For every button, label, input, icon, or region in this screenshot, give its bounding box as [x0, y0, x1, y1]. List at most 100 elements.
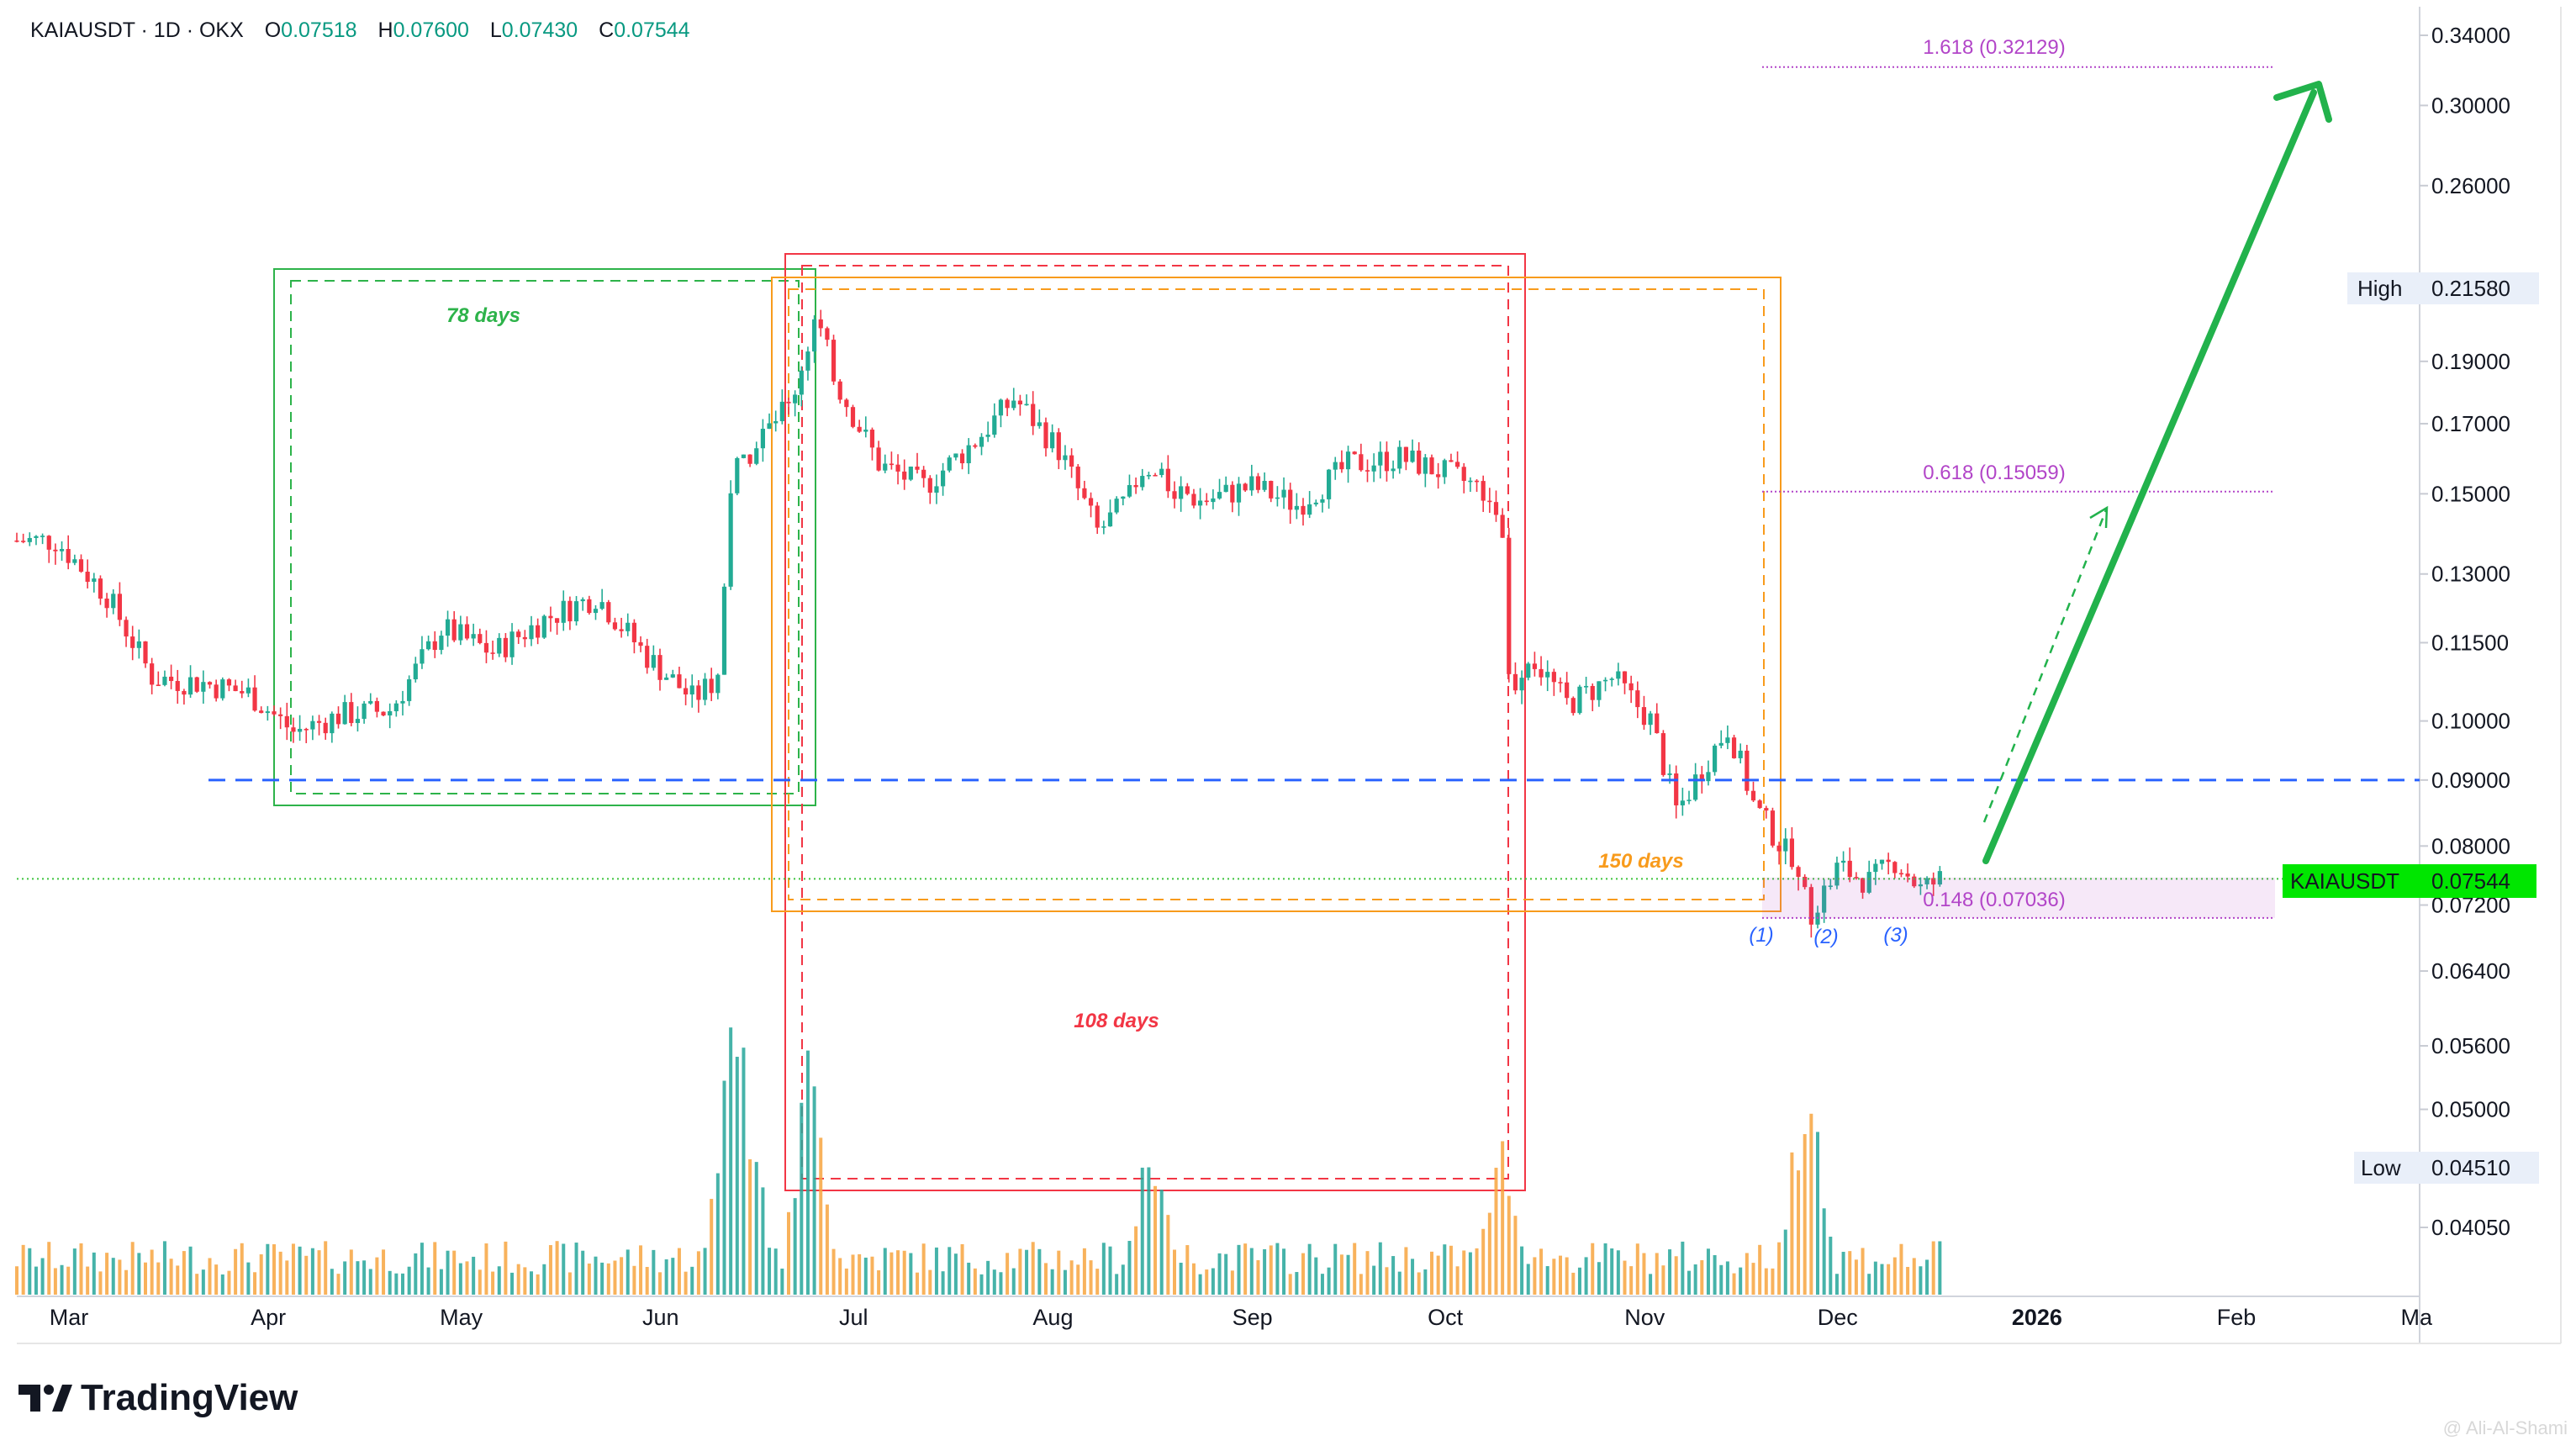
price-tick-label: 0.05600 [2431, 1033, 2510, 1058]
candle-body [1359, 454, 1364, 471]
candle-body [1436, 474, 1441, 478]
volume-bar-down [47, 1242, 51, 1295]
candle-up [1687, 790, 1692, 805]
candle-body [580, 599, 585, 602]
time-tick-label: Mar [50, 1305, 89, 1330]
candle-up [947, 455, 952, 472]
volume-bar-down [1565, 1257, 1569, 1295]
volume-bar-down [195, 1274, 199, 1295]
candle-up [1545, 660, 1550, 692]
volume-bar-up [28, 1248, 32, 1295]
candle-up [420, 636, 425, 669]
candle-body [1924, 878, 1929, 884]
candle-down [1507, 528, 1512, 683]
volume-bar-down [382, 1249, 386, 1295]
candle-up [799, 366, 804, 407]
volume-bar-up [1693, 1264, 1697, 1295]
volume-bar-down [1430, 1251, 1433, 1295]
volume-bar-down [98, 1271, 103, 1295]
symbol-title[interactable]: KAIAUSDT · 1D · OKX [30, 18, 244, 42]
candle-down [1043, 417, 1048, 456]
volume-bar-down [1487, 1212, 1491, 1295]
candle-down [1031, 391, 1036, 435]
time-tick-label: Nov [1624, 1305, 1665, 1330]
candle-up [1718, 730, 1723, 749]
candle-up [310, 715, 315, 741]
volume-bar-down [1623, 1260, 1627, 1295]
candle-body [310, 720, 315, 730]
candle-body [709, 678, 714, 694]
candle-body [799, 370, 804, 395]
volume-bar-down [15, 1266, 18, 1295]
volume-bar-up [1025, 1249, 1029, 1295]
candle-body [1204, 500, 1209, 503]
time-axis[interactable]: Mar Apr May Jun Jul Aug Sep Oct Nov Dec 2026 Feb Ma [50, 1305, 2433, 1330]
candle-body [1397, 446, 1402, 469]
tradingview-logo[interactable]: TradingView [18, 1377, 298, 1419]
candle-down [1493, 490, 1499, 522]
candle-body [1718, 742, 1723, 746]
volume-bar-down [169, 1259, 173, 1295]
candle-body [529, 625, 534, 640]
candle-body [1371, 465, 1376, 472]
candle-body [1121, 496, 1126, 499]
volume-bar-up [201, 1269, 205, 1295]
volume-bar-down [375, 1257, 379, 1295]
candle-body [1211, 498, 1216, 503]
candle-up [773, 410, 779, 432]
volume-bar-up [1545, 1266, 1549, 1295]
candle-up [72, 554, 77, 566]
volume-bar-up [458, 1263, 462, 1295]
volume-bar-down [259, 1253, 263, 1295]
candle-body [587, 599, 592, 614]
volume-bar-down [1642, 1253, 1646, 1295]
volume-bar-up [1211, 1268, 1215, 1295]
candle-body [1378, 451, 1383, 466]
candle-up [1249, 464, 1254, 496]
volume-bar-down [921, 1243, 926, 1295]
candle-body [98, 578, 103, 599]
candle-down [104, 593, 109, 618]
candle-body [1185, 486, 1190, 494]
volume-bar-down [831, 1248, 836, 1295]
candle-body [1327, 469, 1332, 499]
volume-bar-up [388, 1270, 392, 1295]
candle-body [1474, 480, 1480, 483]
volume-bar-down [349, 1249, 353, 1295]
candle-body [721, 586, 727, 675]
candle-down [1339, 450, 1344, 473]
volume-bar-up [742, 1048, 746, 1295]
candle-up [1037, 409, 1042, 429]
candle-down [1017, 394, 1022, 416]
volume-bar-up [246, 1262, 251, 1295]
candle-body [1262, 481, 1267, 490]
volume-bar-up [1397, 1271, 1401, 1295]
candle-body [226, 679, 232, 686]
price-axis[interactable]: 0.34000 0.30000 0.26000 0.19000 0.17000 0.150… [2420, 23, 2510, 1240]
candle-down [657, 648, 662, 691]
candle-body [1526, 663, 1531, 678]
candle-down [1558, 677, 1563, 693]
candle-down [1165, 455, 1170, 499]
volume-bar-up [497, 1266, 501, 1295]
candle-body [124, 620, 129, 637]
candle-up [1345, 446, 1351, 483]
candle-down [226, 678, 232, 692]
volume-bar-down [1899, 1243, 1903, 1295]
candle-body [1828, 885, 1833, 887]
candle-body [1345, 451, 1351, 470]
volume-bar-down [587, 1263, 591, 1295]
candle-body [1738, 750, 1743, 758]
candle-body [1243, 483, 1248, 491]
volume-bar-up [1919, 1266, 1923, 1295]
volume-bar-up [626, 1249, 630, 1295]
cycle-label-108-days: 108 days [1074, 1010, 1159, 1032]
volume-bar-down [645, 1267, 649, 1295]
candle-body [1757, 800, 1762, 809]
candle-up [651, 645, 656, 671]
candle-up [1011, 388, 1016, 411]
cycle-box-78-days-outer [273, 268, 816, 806]
candle-down [1172, 481, 1177, 509]
volume-bar-up [754, 1162, 758, 1295]
